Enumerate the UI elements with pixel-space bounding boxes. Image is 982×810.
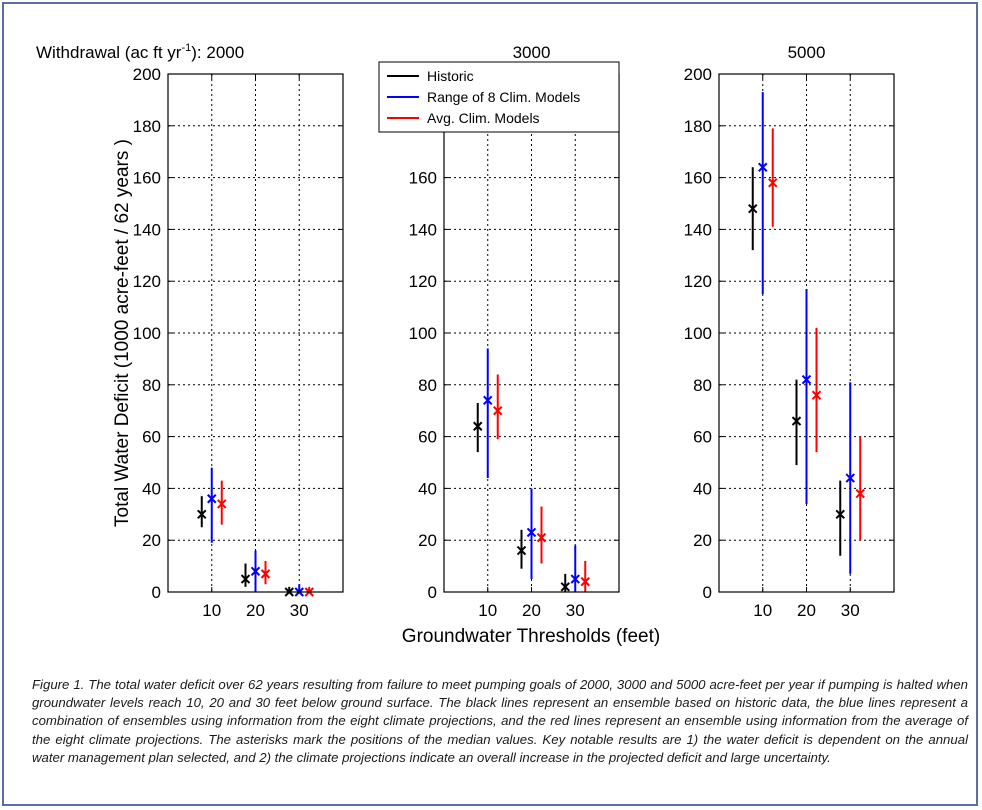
y-tick-label: 80 <box>142 376 161 395</box>
y-tick-label: 80 <box>418 376 437 395</box>
x-tick-label: 20 <box>797 601 816 620</box>
x-tick-label: 30 <box>841 601 860 620</box>
panel-title: 3000 <box>513 43 551 62</box>
median-marker <box>845 473 855 483</box>
y-tick-label: 160 <box>133 169 161 188</box>
legend-label: Range of 8 Clim. Models <box>427 89 580 105</box>
median-marker <box>791 416 802 426</box>
legend-label: Historic <box>427 68 474 84</box>
median-marker <box>493 405 503 416</box>
median-marker <box>560 582 570 592</box>
panel-title: 5000 <box>788 43 826 62</box>
y-tick-label: 20 <box>142 531 161 550</box>
y-tick-label: 140 <box>684 220 712 239</box>
axes-box <box>167 73 344 593</box>
y-tick-label: 180 <box>133 117 161 136</box>
median-marker <box>473 421 483 431</box>
y-axis-label: Total Water Deficit (1000 acre-feet / 62… <box>112 139 133 527</box>
x-tick-label: 10 <box>753 601 772 620</box>
y-tick-label: 180 <box>684 117 712 136</box>
y-tick-label: 0 <box>703 583 712 602</box>
median-marker <box>207 494 217 504</box>
median-marker <box>768 178 778 188</box>
y-tick-label: 120 <box>133 272 161 291</box>
y-tick-label: 60 <box>142 428 161 447</box>
y-tick-label: 100 <box>133 324 161 343</box>
y-tick-label: 160 <box>409 169 437 188</box>
y-tick-label: 140 <box>133 220 161 239</box>
median-marker <box>483 395 493 406</box>
median-marker <box>217 499 227 509</box>
y-tick-label: 200 <box>133 65 161 84</box>
median-marker <box>570 574 580 584</box>
median-marker <box>240 574 251 584</box>
median-marker <box>748 203 758 214</box>
x-tick-label: 10 <box>478 601 497 620</box>
figure-caption: Figure 1. The total water deficit over 6… <box>32 677 968 765</box>
y-tick-label: 20 <box>693 531 712 550</box>
x-axis-label: Groundwater Thresholds (feet) <box>402 626 660 647</box>
y-tick-label: 0 <box>428 583 437 602</box>
median-marker <box>758 162 768 172</box>
legend-label: Avg. Clim. Models <box>427 110 540 126</box>
panel-title: Withdrawal (ac ft yr-1): 2000 <box>36 42 244 62</box>
median-marker <box>835 509 845 520</box>
median-marker <box>250 566 261 576</box>
median-marker <box>197 509 207 520</box>
y-tick-label: 100 <box>409 324 437 343</box>
y-tick-label: 60 <box>418 428 437 447</box>
y-tick-label: 80 <box>693 376 712 395</box>
median-marker <box>516 545 527 556</box>
x-tick-label: 30 <box>566 601 585 620</box>
median-marker <box>536 532 547 543</box>
y-tick-label: 200 <box>684 65 712 84</box>
x-tick-label: 10 <box>202 601 221 620</box>
x-tick-label: 20 <box>246 601 265 620</box>
median-marker <box>801 374 812 385</box>
y-tick-label: 0 <box>152 583 161 602</box>
median-marker <box>811 390 822 400</box>
median-marker <box>580 576 590 587</box>
median-marker <box>855 488 865 499</box>
axes-box <box>718 73 895 593</box>
y-tick-label: 40 <box>693 479 712 498</box>
y-tick-label: 120 <box>684 272 712 291</box>
x-tick-label: 30 <box>290 601 309 620</box>
x-tick-label: 20 <box>522 601 541 620</box>
y-tick-label: 140 <box>409 220 437 239</box>
y-tick-label: 160 <box>684 169 712 188</box>
y-tick-label: 40 <box>418 479 437 498</box>
median-marker <box>526 527 537 538</box>
y-tick-label: 40 <box>142 479 161 498</box>
y-tick-label: 60 <box>693 428 712 447</box>
median-marker <box>260 569 271 579</box>
y-tick-label: 120 <box>409 272 437 291</box>
y-tick-label: 20 <box>418 531 437 550</box>
y-tick-label: 100 <box>684 324 712 343</box>
